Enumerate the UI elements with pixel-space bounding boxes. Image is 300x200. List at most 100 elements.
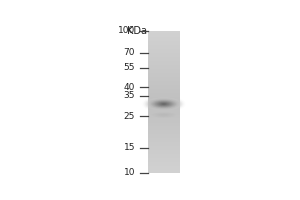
Bar xyxy=(148,164,181,165)
Bar xyxy=(148,123,181,124)
Bar xyxy=(148,158,181,159)
Ellipse shape xyxy=(153,100,175,108)
Ellipse shape xyxy=(158,114,170,116)
Bar xyxy=(148,138,181,139)
Bar xyxy=(148,72,181,73)
Bar xyxy=(148,87,181,88)
Bar xyxy=(148,99,181,100)
Bar xyxy=(148,159,181,160)
Bar xyxy=(148,42,181,43)
Bar xyxy=(148,77,181,78)
Ellipse shape xyxy=(149,99,178,109)
Ellipse shape xyxy=(161,114,167,116)
Bar xyxy=(148,93,181,94)
Bar xyxy=(148,82,181,83)
Bar xyxy=(148,88,181,89)
Bar xyxy=(148,114,181,115)
Bar xyxy=(148,61,181,62)
Bar xyxy=(148,35,181,36)
Ellipse shape xyxy=(156,101,171,107)
Ellipse shape xyxy=(144,97,183,111)
Bar xyxy=(148,66,181,67)
Ellipse shape xyxy=(158,102,170,106)
Bar xyxy=(148,89,181,90)
Ellipse shape xyxy=(147,98,181,110)
Bar xyxy=(148,74,181,75)
Bar xyxy=(148,46,181,47)
Bar xyxy=(148,84,181,85)
Bar xyxy=(148,115,181,116)
Bar xyxy=(148,37,181,38)
Bar xyxy=(148,121,181,122)
Bar xyxy=(148,144,181,145)
Bar xyxy=(148,142,181,143)
Bar xyxy=(148,136,181,137)
Bar xyxy=(148,137,181,138)
Ellipse shape xyxy=(150,99,177,109)
Bar xyxy=(148,53,181,54)
Bar xyxy=(148,58,181,59)
Bar xyxy=(148,165,181,166)
Bar xyxy=(148,138,181,139)
Bar xyxy=(148,164,181,165)
Bar xyxy=(148,64,181,65)
Bar xyxy=(148,148,181,149)
Bar xyxy=(148,139,181,140)
Bar xyxy=(148,145,181,146)
Bar xyxy=(148,79,181,80)
Bar xyxy=(148,163,181,164)
Bar xyxy=(148,53,181,54)
Bar xyxy=(148,153,181,154)
Ellipse shape xyxy=(152,100,175,108)
Ellipse shape xyxy=(154,101,173,107)
Text: 100: 100 xyxy=(118,26,135,35)
Bar xyxy=(148,168,181,169)
Bar xyxy=(148,75,181,76)
Ellipse shape xyxy=(156,101,172,107)
Bar xyxy=(148,37,181,38)
Bar xyxy=(148,96,181,97)
Bar xyxy=(148,122,181,123)
Bar xyxy=(148,166,181,167)
Bar xyxy=(148,122,181,123)
Bar xyxy=(148,70,181,71)
Bar xyxy=(148,45,181,46)
Bar xyxy=(148,114,181,115)
Bar xyxy=(148,162,181,163)
Bar xyxy=(148,132,181,133)
Ellipse shape xyxy=(145,97,182,111)
Text: 25: 25 xyxy=(124,112,135,121)
Bar xyxy=(148,110,181,111)
Ellipse shape xyxy=(159,102,169,106)
Bar xyxy=(148,103,181,104)
Bar xyxy=(148,95,181,96)
Bar xyxy=(148,128,181,129)
Bar xyxy=(148,68,181,69)
Bar xyxy=(148,48,181,49)
Ellipse shape xyxy=(161,103,167,105)
Ellipse shape xyxy=(152,100,175,108)
Bar xyxy=(148,106,181,107)
Bar xyxy=(148,131,181,132)
Ellipse shape xyxy=(159,114,169,116)
Ellipse shape xyxy=(160,114,168,116)
Bar xyxy=(148,60,181,61)
Ellipse shape xyxy=(144,97,184,111)
Ellipse shape xyxy=(155,113,172,117)
Bar xyxy=(148,65,181,66)
Bar xyxy=(148,97,181,98)
Bar xyxy=(148,39,181,40)
Ellipse shape xyxy=(162,103,165,104)
Ellipse shape xyxy=(146,98,181,110)
Bar xyxy=(148,45,181,46)
Bar xyxy=(148,78,181,79)
Bar xyxy=(148,105,181,106)
Bar xyxy=(148,88,181,89)
Ellipse shape xyxy=(155,101,172,107)
Bar xyxy=(148,119,181,120)
Bar xyxy=(148,150,181,151)
Bar xyxy=(148,112,181,113)
Bar xyxy=(148,59,181,60)
Ellipse shape xyxy=(148,98,179,110)
Bar xyxy=(148,54,181,55)
